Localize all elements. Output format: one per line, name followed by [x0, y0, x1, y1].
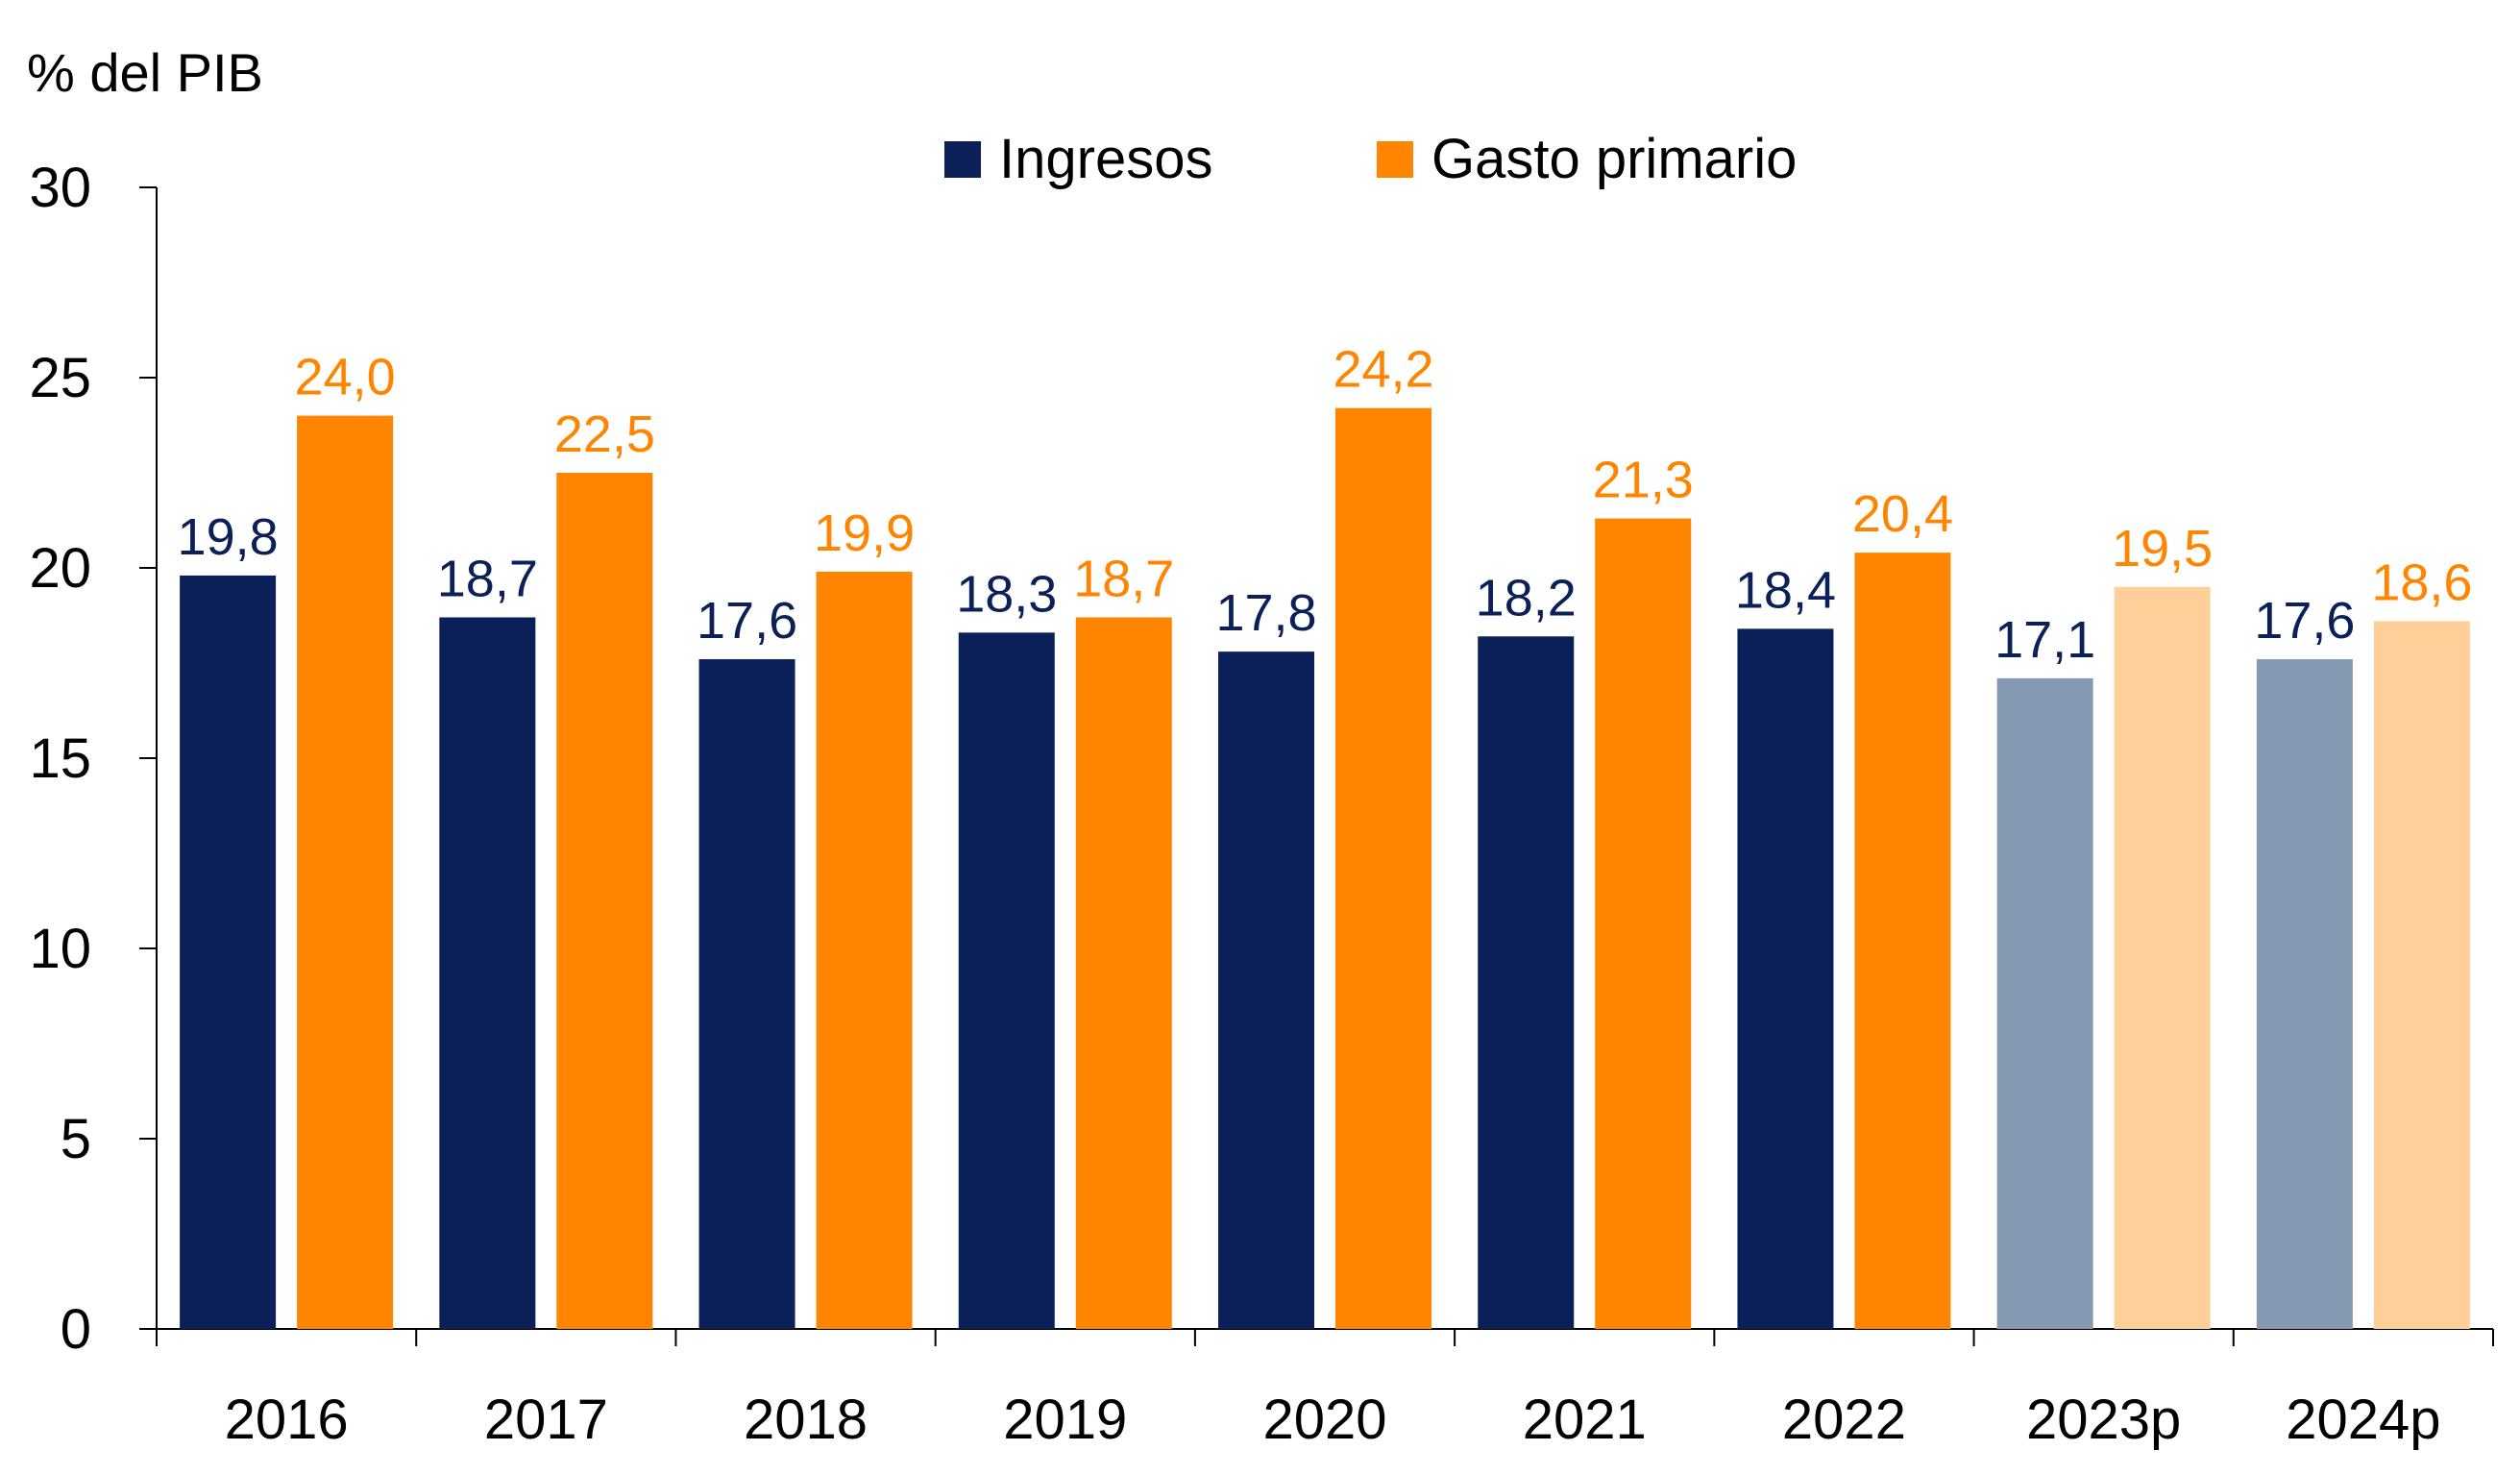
bar-ingresos-2018 — [698, 659, 795, 1329]
bar-ingresos-2022 — [1737, 628, 1834, 1329]
bar-ingresos-2021 — [1478, 636, 1575, 1329]
bar-ingresos-2023p — [1996, 677, 2093, 1329]
data-label-gasto-primario-2016: 24,0 — [295, 349, 396, 406]
bar-gasto-primario-2023p — [2114, 586, 2211, 1329]
y-axis: 0 5 10 15 20 25 30 — [29, 157, 158, 1361]
legend-label-ingresos: Ingresos — [999, 128, 1212, 190]
legend-swatch-ingresos — [944, 141, 981, 178]
data-label-gasto-primario-2017: 22,5 — [554, 406, 655, 463]
bar-ingresos-2017 — [439, 617, 536, 1329]
data-label-ingresos-2017: 18,7 — [437, 550, 538, 607]
x-tick-label: 2022 — [1782, 1389, 1906, 1451]
y-tick-label: 25 — [29, 347, 91, 409]
bars — [180, 407, 2470, 1330]
x-tick-label: 2021 — [1523, 1389, 1647, 1451]
bar-gasto-primario-2017 — [556, 473, 653, 1329]
bar-gasto-primario-2022 — [1854, 553, 1951, 1329]
y-tick-label: 15 — [29, 727, 91, 790]
y-tick-label: 10 — [29, 918, 91, 980]
y-tick-label: 5 — [61, 1108, 91, 1170]
bar-gasto-primario-2020 — [1335, 407, 1431, 1329]
bar-gasto-primario-2021 — [1595, 518, 1692, 1329]
x-tick-label: 2016 — [225, 1389, 349, 1451]
legend-swatch-gasto-primario — [1377, 141, 1413, 178]
legend: Ingresos Gasto primario — [944, 128, 1797, 190]
data-label-ingresos-2023p: 17,1 — [1994, 611, 2095, 669]
data-label-ingresos-2024p: 17,6 — [2254, 592, 2355, 650]
legend-label-gasto-primario: Gasto primario — [1431, 128, 1797, 190]
x-tick-label: 2023p — [2026, 1389, 2181, 1451]
bar-gasto-primario-2024p — [2373, 621, 2470, 1329]
data-label-ingresos-2016: 19,8 — [178, 508, 279, 566]
data-label-gasto-primario-2021: 21,3 — [1593, 452, 1694, 509]
data-label-gasto-primario-2024p: 18,6 — [2371, 553, 2472, 611]
x-tick-label: 2020 — [1262, 1389, 1386, 1451]
x-tick-label: 2019 — [1003, 1389, 1127, 1451]
data-label-ingresos-2021: 18,2 — [1476, 569, 1577, 627]
bar-ingresos-2016 — [180, 575, 277, 1329]
data-label-ingresos-2018: 17,6 — [697, 592, 797, 650]
data-label-gasto-primario-2020: 24,2 — [1333, 341, 1433, 399]
data-label-gasto-primario-2018: 19,9 — [814, 504, 915, 562]
data-label-gasto-primario-2019: 18,7 — [1073, 550, 1174, 607]
data-label-ingresos-2019: 18,3 — [956, 565, 1057, 623]
data-label-ingresos-2022: 18,4 — [1735, 561, 1836, 619]
bar-gasto-primario-2018 — [816, 571, 913, 1329]
data-label-gasto-primario-2023p: 19,5 — [2112, 520, 2213, 578]
bar-ingresos-2024p — [2256, 659, 2353, 1329]
y-tick-label: 20 — [29, 537, 91, 600]
y-tick-label: 0 — [61, 1298, 91, 1361]
data-label-ingresos-2020: 17,8 — [1215, 584, 1316, 642]
x-tick-label: 2024p — [2286, 1389, 2440, 1451]
data-labels: 19,8 24,0 18,7 22,5 17,6 19,9 18,3 18,7 17,8 24,2… — [178, 341, 2473, 669]
bar-gasto-primario-2019 — [1075, 617, 1172, 1329]
bar-ingresos-2019 — [958, 632, 1055, 1329]
x-tick-label: 2018 — [744, 1389, 868, 1451]
x-axis: 2016 2017 2018 2019 2020 2021 2022 2023p 2024p — [156, 1328, 2494, 1451]
x-tick-label: 2017 — [484, 1389, 608, 1451]
data-label-gasto-primario-2022: 20,4 — [1852, 485, 1953, 543]
bar-gasto-primario-2016 — [297, 415, 394, 1330]
y-tick-label: 30 — [29, 157, 91, 219]
y-axis-title: % del PIB — [27, 42, 263, 103]
bar-ingresos-2020 — [1218, 651, 1314, 1329]
